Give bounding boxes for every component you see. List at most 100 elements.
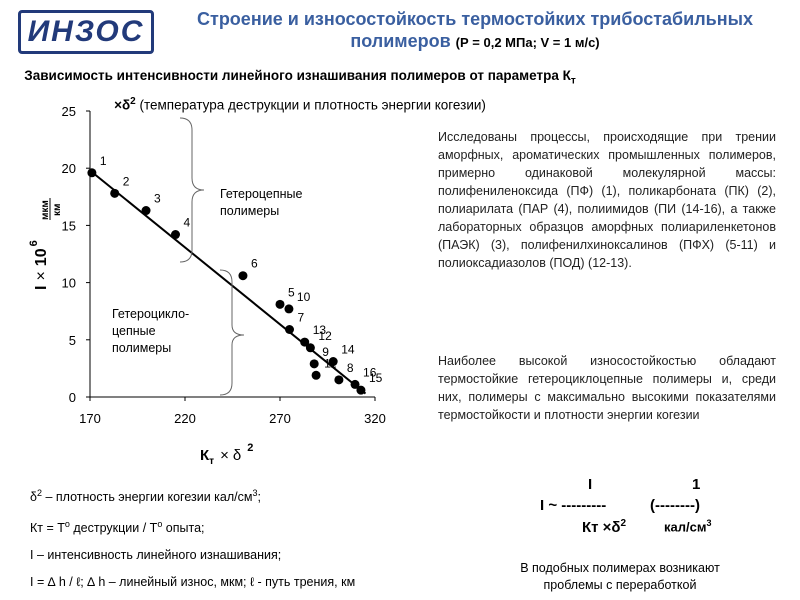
y-tick-label: 0	[69, 390, 76, 405]
y-tick-label: 15	[62, 218, 76, 233]
legend-line-part: 3	[252, 488, 258, 498]
y-tick-label: 25	[62, 104, 76, 119]
legend-line-part: I – интенсивность линейного изнашивания;	[30, 548, 282, 563]
data-point	[141, 206, 151, 216]
y-axis-label-part: ×	[33, 271, 50, 280]
x-axis-label-part: т	[209, 456, 214, 467]
point-label: 1	[100, 154, 107, 168]
legend-lines: δ2 – плотность энергии когезии кал/см3; К…	[30, 480, 450, 596]
chart-title-part: Зависимость интенсивности линейного изна…	[24, 68, 571, 83]
formula-bottom: 2	[620, 518, 627, 529]
legend-line-part: I = ∆ h / ℓ; ∆ h – линейный износ, мкм; …	[30, 575, 356, 590]
legend-line: I – интенсивность линейного изнашивания;	[30, 542, 450, 569]
footer: В подобных полимерах возникают проблемы …	[520, 561, 720, 592]
annotation: Гетероцепные полимеры	[220, 187, 303, 218]
y-axis-label-part: 6	[28, 240, 40, 246]
title-text: Строение и износостойкость термостойких …	[197, 9, 753, 51]
formula-middle: I ~ ---------	[540, 497, 607, 514]
formula-top: I	[588, 476, 593, 493]
chart-title-part: т	[570, 75, 576, 87]
y-axis-label: I × 10 6 мкм км	[28, 198, 63, 290]
legend-line-part: о	[157, 519, 163, 530]
annotation-line: Гетероцикло-	[112, 307, 189, 321]
formula-bottom: Кт ×δ	[582, 519, 621, 536]
chart-title-part: (температура деструкции и плотность энер…	[135, 97, 486, 113]
data-point	[328, 357, 338, 367]
point-label: 16	[363, 365, 377, 379]
formula-bottom: 3	[706, 518, 712, 528]
point-label: 6	[251, 257, 258, 271]
formula-middle: (--------)	[650, 497, 700, 514]
y-axis-label-part: 10	[33, 248, 50, 266]
data-point	[300, 337, 310, 347]
legend-line-part: Кт = Т	[30, 521, 65, 536]
formula-bottom: кал/см	[664, 519, 707, 535]
y-tick-label: 10	[62, 276, 76, 291]
y-tick-label: 5	[69, 333, 76, 348]
data-point	[285, 325, 294, 335]
y-axis-label-part: мкм	[40, 200, 51, 220]
x-axis-label-part: 2	[247, 442, 253, 454]
chart-title: Зависимость интенсивности линейного изна…	[20, 66, 580, 115]
legend-line-part: – плотность энергии когезии кал/см	[41, 490, 253, 505]
logo: ИНЗОС	[18, 10, 154, 54]
point-label: 3	[154, 192, 161, 206]
legend-line: Кт = То деструкции / То опыта;	[30, 511, 450, 542]
data-point	[305, 343, 315, 353]
legend-line: δ2 – плотность энергии когезии кал/см3;	[30, 480, 450, 511]
x-tick-label: 270	[269, 411, 291, 426]
data-point	[311, 370, 321, 380]
title-conditions: (Р = 0,2 МПа; V = 1 м/с)	[455, 35, 600, 50]
formula-top: 1	[692, 476, 701, 493]
data-point	[171, 230, 180, 240]
description-2: Наиболее высокой износостойкостью облада…	[438, 354, 776, 422]
legend-line-part: δ	[30, 490, 37, 505]
description-1: Исследованы процессы, происходящие при т…	[438, 130, 776, 270]
legend-line-part: о	[64, 519, 70, 530]
legend-line: I = ∆ h / ℓ; ∆ h – линейный износ, мкм; …	[30, 569, 450, 596]
data-point	[356, 385, 366, 395]
point-label: 8	[347, 361, 354, 375]
trend-line	[89, 169, 367, 395]
brace	[179, 117, 205, 263]
annotation-line: полимеры	[220, 204, 279, 218]
point-label: 14	[341, 343, 355, 357]
point-label: 5	[288, 285, 295, 299]
data-point	[87, 168, 97, 178]
x-tick-label: 220	[174, 411, 196, 426]
point-label: 9	[322, 345, 329, 359]
brace	[219, 269, 245, 396]
y-tick-label: 20	[62, 161, 76, 176]
x-axis-label-part: δ	[233, 447, 241, 464]
legend-line-part: деструкции / Т	[69, 521, 158, 536]
point-label: 7	[298, 311, 305, 325]
point-label: 4	[184, 216, 191, 230]
title: Строение и износостойкость термостойких …	[160, 8, 790, 54]
point-label: 13	[313, 323, 327, 337]
x-axis-label-part: ×	[220, 447, 229, 464]
y-axis-label-part: I	[33, 286, 50, 290]
point-label: 10	[297, 290, 311, 304]
data-point	[284, 304, 294, 314]
point-label: 2	[123, 174, 130, 188]
annotation-line: полимеры	[112, 341, 171, 355]
annotation: Гетероцикло-цепные полимеры	[112, 307, 189, 355]
annotation-line: Гетероцепные	[220, 187, 303, 201]
data-point	[275, 299, 285, 309]
legend-line-part: опыта;	[162, 521, 205, 536]
legend-line-part: ;	[257, 490, 261, 505]
x-axis-label: Кт × δ 2	[200, 442, 253, 467]
formula-row: I ~ --------- (--------)	[520, 497, 770, 518]
data-point	[350, 379, 360, 389]
chart-title-part: 2	[130, 95, 136, 107]
point-label: 12	[318, 329, 332, 343]
annotation-line: цепные	[112, 324, 156, 338]
data-point	[309, 359, 319, 369]
legend-line-part: 2	[36, 488, 42, 498]
data-point	[238, 271, 248, 281]
y-axis-label-text: I × 10 6	[28, 240, 50, 290]
x-tick-label: 170	[79, 411, 101, 426]
